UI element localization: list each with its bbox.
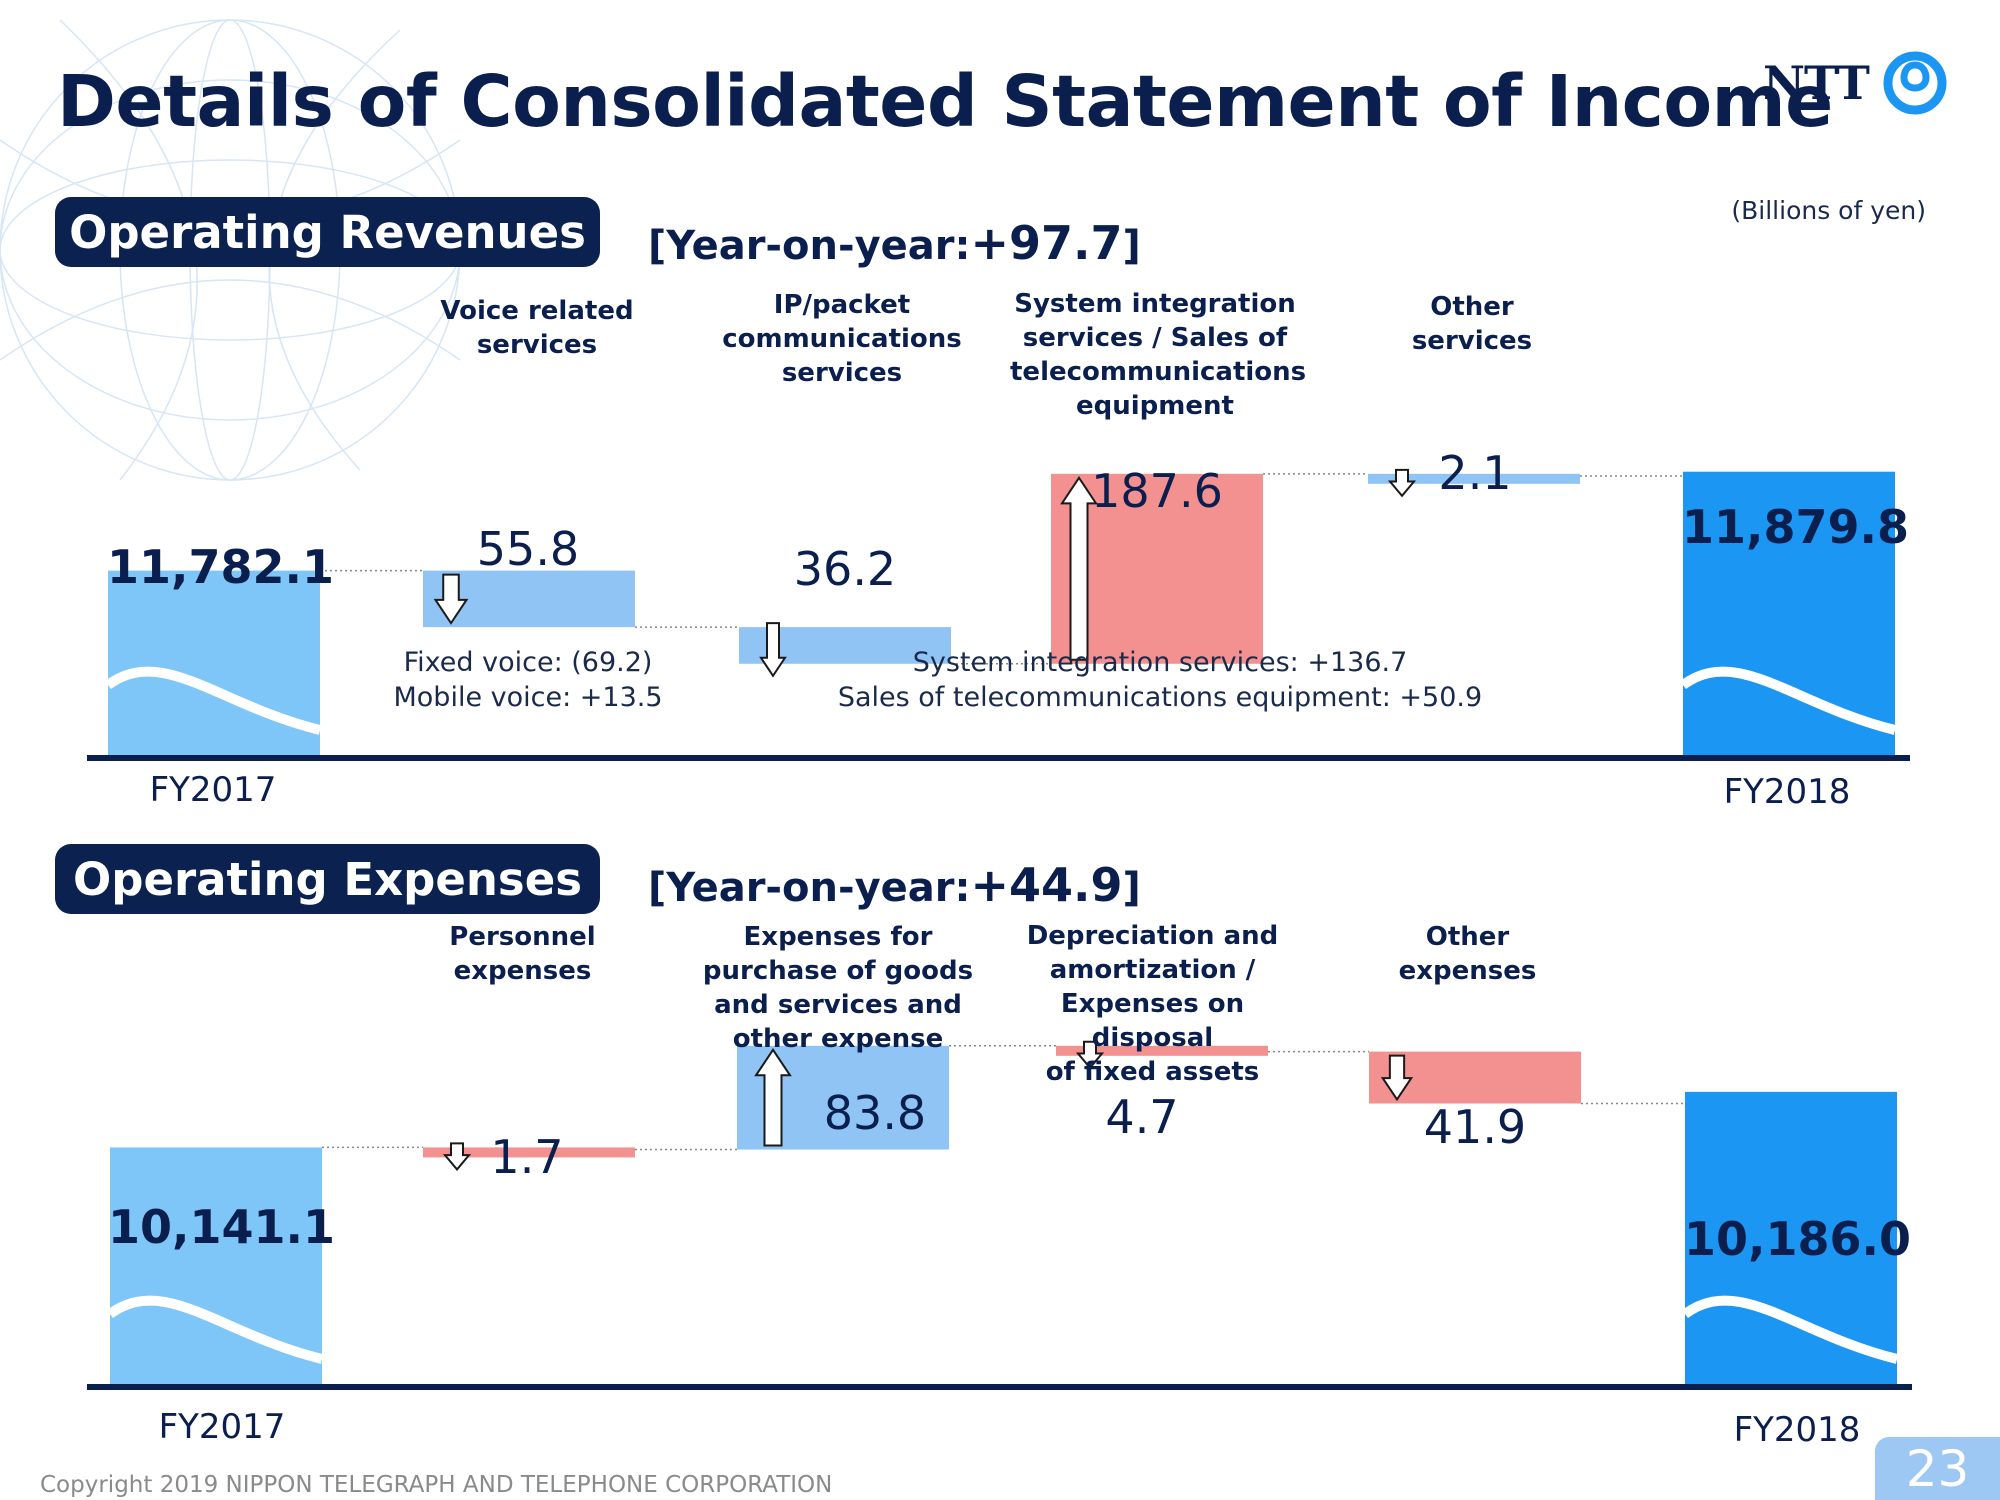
expenses-yoy: [Year-on-year:+44.9] <box>648 858 1141 912</box>
expenses-change-value: 1.7 <box>490 1130 564 1184</box>
revenues-start-value: 11,782.1 <box>107 540 334 594</box>
expenses-start-wave <box>107 1295 324 1364</box>
expenses-change-bar <box>1056 1045 1268 1056</box>
expenses-end-label: FY2018 <box>1733 1410 1861 1450</box>
revenues-category-label: System integration services / Sales of t… <box>1010 289 1307 421</box>
ntt-logo: NTT <box>1763 50 1951 116</box>
expenses-down-arrow-icon <box>1380 1054 1414 1102</box>
revenues-end-value: 11,879.8 <box>1682 500 1909 554</box>
revenues-si-note: System integration services: +136.7 Sale… <box>837 647 1483 713</box>
expenses-change-value: 4.7 <box>1105 1090 1179 1144</box>
revenues-start-wave <box>105 666 322 735</box>
revenues-change-value: 187.6 <box>1091 464 1223 518</box>
revenues-yoy-suffix: ] <box>1122 223 1141 269</box>
revenues-yoy: [Year-on-year:+97.7] <box>648 216 1141 270</box>
revenues-heading: Operating Revenues <box>55 197 600 267</box>
revenues-down-arrow-icon <box>433 573 469 625</box>
revenues-category-label: Other services <box>1411 292 1533 356</box>
expenses-category-label: Personnel expenses <box>449 922 596 986</box>
expenses-chart-canvas <box>87 1040 1912 1390</box>
expenses-down-arrow-icon <box>442 1142 472 1171</box>
revenues-change-value: 36.2 <box>793 542 897 596</box>
revenues-up-arrow-icon <box>1060 476 1098 661</box>
expenses-end-bar <box>1685 1091 1897 1384</box>
expenses-yoy-value: +44.9 <box>970 858 1123 912</box>
expenses-end-wave <box>1682 1295 1899 1364</box>
expenses-start-label: FY2017 <box>158 1407 286 1447</box>
expenses-category-label: Depreciation and amortization / Expenses… <box>1026 921 1279 1087</box>
revenues-chart-canvas <box>87 468 1910 761</box>
expenses-heading: Operating Expenses <box>55 844 600 914</box>
logo-text: NTT <box>1763 56 1870 110</box>
units-note: (Billions of yen) <box>1731 196 1926 225</box>
page-title: Details of Consolidated Statement of Inc… <box>57 60 1833 143</box>
revenues-start-bar <box>108 570 320 755</box>
ntt-logo-icon <box>1883 51 1947 115</box>
expenses-change-bar <box>423 1147 635 1158</box>
expenses-yoy-prefix: [Year-on-year: <box>648 865 971 911</box>
revenues-end-label: FY2018 <box>1723 772 1851 812</box>
revenues-waterfall-chart: Voice related services IP/packet communi… <box>0 280 2000 820</box>
revenues-change-value: 55.8 <box>476 522 580 576</box>
page-number: 23 <box>1875 1437 2000 1500</box>
revenues-yoy-prefix: [Year-on-year: <box>648 223 971 269</box>
expenses-up-arrow-icon <box>754 1047 792 1147</box>
revenues-change-bar <box>1368 473 1580 484</box>
revenues-category-label: Voice related services <box>440 296 634 360</box>
revenues-end-wave <box>1680 666 1897 735</box>
expenses-end-value: 10,186.0 <box>1684 1212 1911 1266</box>
revenues-start-label: FY2017 <box>149 770 277 810</box>
expenses-yoy-suffix: ] <box>1122 865 1141 911</box>
expenses-category-label: Other expenses <box>1398 922 1537 986</box>
revenues-yoy-value: +97.7 <box>970 216 1123 270</box>
expenses-waterfall-chart: Personnel expenses Expenses for purchase… <box>0 910 2000 1450</box>
expenses-start-value: 10,141.1 <box>108 1200 335 1254</box>
expenses-change-value: 41.9 <box>1423 1100 1527 1154</box>
expenses-category-label: Expenses for purchase of goods and servi… <box>702 922 974 1054</box>
revenues-voice-note: Fixed voice: (69.2) Mobile voice: +13.5 <box>393 647 663 713</box>
revenues-category-label: IP/packet communications services <box>722 290 962 388</box>
copyright-text: Copyright 2019 NIPPON TELEGRAPH AND TELE… <box>40 1472 833 1498</box>
revenues-change-value: 2.1 <box>1438 446 1512 500</box>
expenses-down-arrow-icon <box>1075 1040 1105 1070</box>
revenues-end-bar <box>1683 471 1895 755</box>
expenses-change-value: 83.8 <box>823 1086 927 1140</box>
revenues-down-arrow-icon <box>759 622 787 678</box>
revenues-down-arrow-icon <box>1387 468 1417 498</box>
